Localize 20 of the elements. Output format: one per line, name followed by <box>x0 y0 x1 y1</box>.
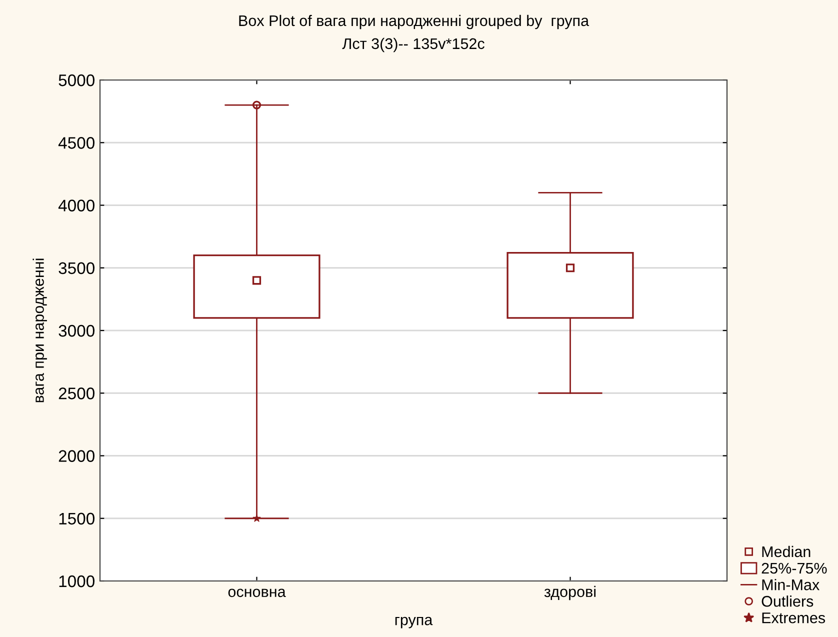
y-tick-label: 4000 <box>58 200 94 212</box>
x-axis-title: група <box>395 616 433 628</box>
x-tick-label: здорові <box>544 586 596 600</box>
y-tick-label: 2500 <box>58 388 94 400</box>
chart-subtitle: Лст 3(3)-- 135v*152c <box>342 38 484 52</box>
y-tick-label: 3500 <box>58 262 94 274</box>
text: Outliers <box>762 596 814 607</box>
x-tick-label: основна <box>228 588 286 598</box>
y-tick-label: 1500 <box>59 512 94 525</box>
text: Min-Max <box>762 578 820 590</box>
y-tick-label: 1000 <box>59 575 94 588</box>
y-axis-title: вага при народженні <box>32 258 47 402</box>
y-tick-label: 4500 <box>58 137 94 149</box>
legend-label: Extremes <box>762 612 826 624</box>
text: 25%-75% <box>762 562 827 574</box>
y-tick-label: 5000 <box>58 74 94 86</box>
text: Median <box>762 546 810 558</box>
chart-title: Box Plot of вага при народженні grouped by група <box>239 14 590 30</box>
y-tick-label: 3000 <box>58 324 94 337</box>
y-tick-label: 2000 <box>58 450 94 462</box>
